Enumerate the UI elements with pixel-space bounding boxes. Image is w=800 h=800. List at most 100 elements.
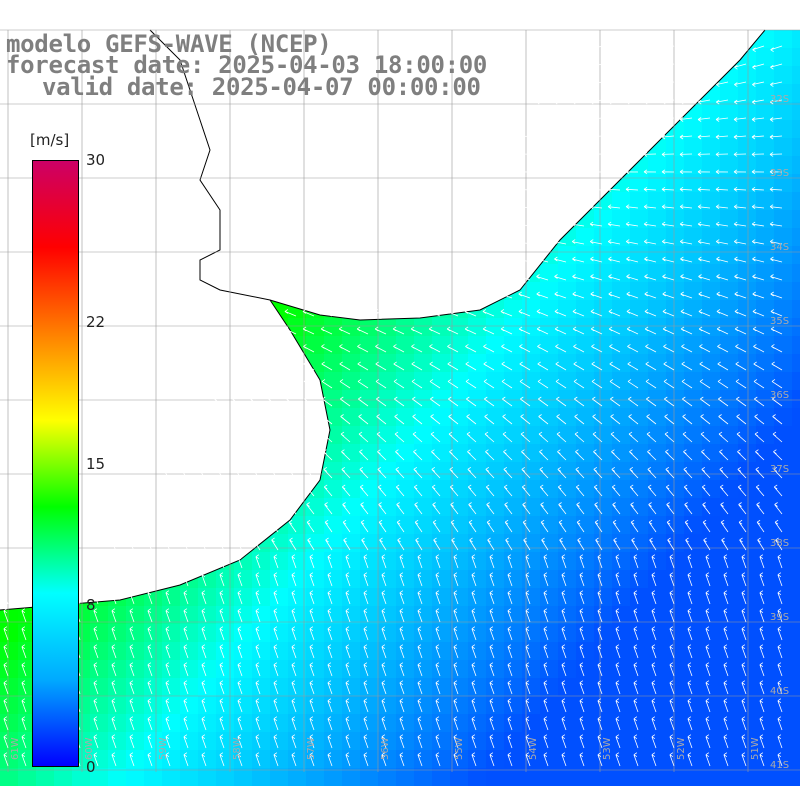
wind-arrow xyxy=(716,326,729,335)
wind-cell xyxy=(540,516,558,534)
wind-cell xyxy=(738,282,756,300)
wind-arrow xyxy=(734,256,747,263)
wind-cell xyxy=(738,606,756,624)
wind-arrow xyxy=(719,484,729,497)
wind-cell xyxy=(450,552,468,570)
wind-cell xyxy=(324,498,342,516)
wind-arrow xyxy=(183,716,189,731)
wind-cell xyxy=(774,480,792,498)
wind-cell xyxy=(558,444,576,462)
wind-cell xyxy=(396,408,414,426)
wind-cell xyxy=(216,642,234,660)
wind-cell xyxy=(450,354,468,372)
wind-arrow xyxy=(705,662,711,677)
wind-arrow xyxy=(453,662,459,677)
wind-arrow xyxy=(93,662,99,677)
wind-arrow xyxy=(237,626,243,641)
wind-arrow xyxy=(615,680,621,695)
wind-arrow xyxy=(504,519,513,533)
wind-cell xyxy=(432,372,450,390)
colorbar-tick-label: 0 xyxy=(86,758,96,776)
wind-cell xyxy=(450,624,468,642)
wind-cell xyxy=(612,642,630,660)
wind-cell xyxy=(324,480,342,498)
wind-cell xyxy=(756,102,774,120)
wind-arrow xyxy=(309,608,315,623)
wind-arrow xyxy=(232,431,243,443)
wind-cell xyxy=(90,678,108,696)
wind-cell xyxy=(378,588,396,606)
wind-arrow xyxy=(291,680,297,695)
wind-cell xyxy=(486,354,504,372)
wind-cell xyxy=(720,102,738,120)
wind-arrow xyxy=(358,414,369,425)
wind-arrow xyxy=(489,662,495,677)
wind-cell xyxy=(468,318,486,336)
wind-cell xyxy=(720,678,738,696)
wind-arrow xyxy=(413,466,423,479)
wind-arrow xyxy=(525,680,531,695)
wind-arrow xyxy=(237,734,243,749)
wind-arrow xyxy=(147,626,153,641)
wind-cell xyxy=(486,408,504,426)
wind-cell xyxy=(414,552,432,570)
wind-cell xyxy=(630,318,648,336)
wind-cell xyxy=(630,354,648,372)
wind-arrow xyxy=(699,344,711,353)
wind-arrow xyxy=(553,221,567,227)
wind-arrow xyxy=(453,554,459,569)
wind-cell xyxy=(90,624,108,642)
wind-cell xyxy=(396,732,414,750)
wind-arrow xyxy=(734,326,747,335)
wind-arrow xyxy=(680,256,693,263)
wind-cell xyxy=(630,768,648,786)
wind-arrow xyxy=(561,608,567,623)
wind-arrow xyxy=(607,169,621,175)
wind-cell xyxy=(378,678,396,696)
wind-cell xyxy=(540,372,558,390)
wind-arrow xyxy=(3,734,9,749)
wind-arrow xyxy=(680,291,693,299)
wind-arrow xyxy=(770,274,783,281)
wind-cell xyxy=(90,642,108,660)
wind-cell xyxy=(666,534,684,552)
wind-arrow xyxy=(93,752,99,767)
wind-cell xyxy=(252,750,270,768)
wind-cell xyxy=(648,336,666,354)
wind-arrow xyxy=(756,519,765,533)
wind-cell xyxy=(666,462,684,480)
wind-arrow xyxy=(574,431,585,443)
wind-cell xyxy=(738,696,756,714)
wind-cell xyxy=(360,768,378,786)
wind-cell xyxy=(774,282,792,300)
wind-cell xyxy=(684,570,702,588)
wind-arrow xyxy=(579,680,585,695)
wind-cell xyxy=(540,732,558,750)
wind-cell xyxy=(612,444,630,462)
wind-arrow xyxy=(411,361,423,371)
wind-arrow xyxy=(327,626,333,641)
wind-cell xyxy=(756,228,774,246)
wind-cell xyxy=(558,570,576,588)
lat-label: 39S xyxy=(770,612,789,623)
wind-cell xyxy=(774,318,792,336)
wind-cell xyxy=(486,732,504,750)
wind-arrow xyxy=(687,734,693,749)
wind-cell xyxy=(360,552,378,570)
wind-arrow xyxy=(733,169,747,175)
wind-arrow xyxy=(250,414,261,425)
wind-cell xyxy=(540,318,558,336)
wind-cell xyxy=(756,246,774,264)
wind-cell xyxy=(234,660,252,678)
wind-cell xyxy=(576,498,594,516)
wind-arrow xyxy=(399,554,405,569)
wind-cell xyxy=(252,768,270,786)
wind-cell xyxy=(162,660,180,678)
wind-cell xyxy=(702,624,720,642)
wind-arrow xyxy=(450,502,459,515)
wind-cell xyxy=(666,444,684,462)
wind-arrow xyxy=(3,680,9,695)
wind-arrow xyxy=(255,590,261,605)
wind-cell xyxy=(162,768,180,786)
wind-cell xyxy=(612,588,630,606)
